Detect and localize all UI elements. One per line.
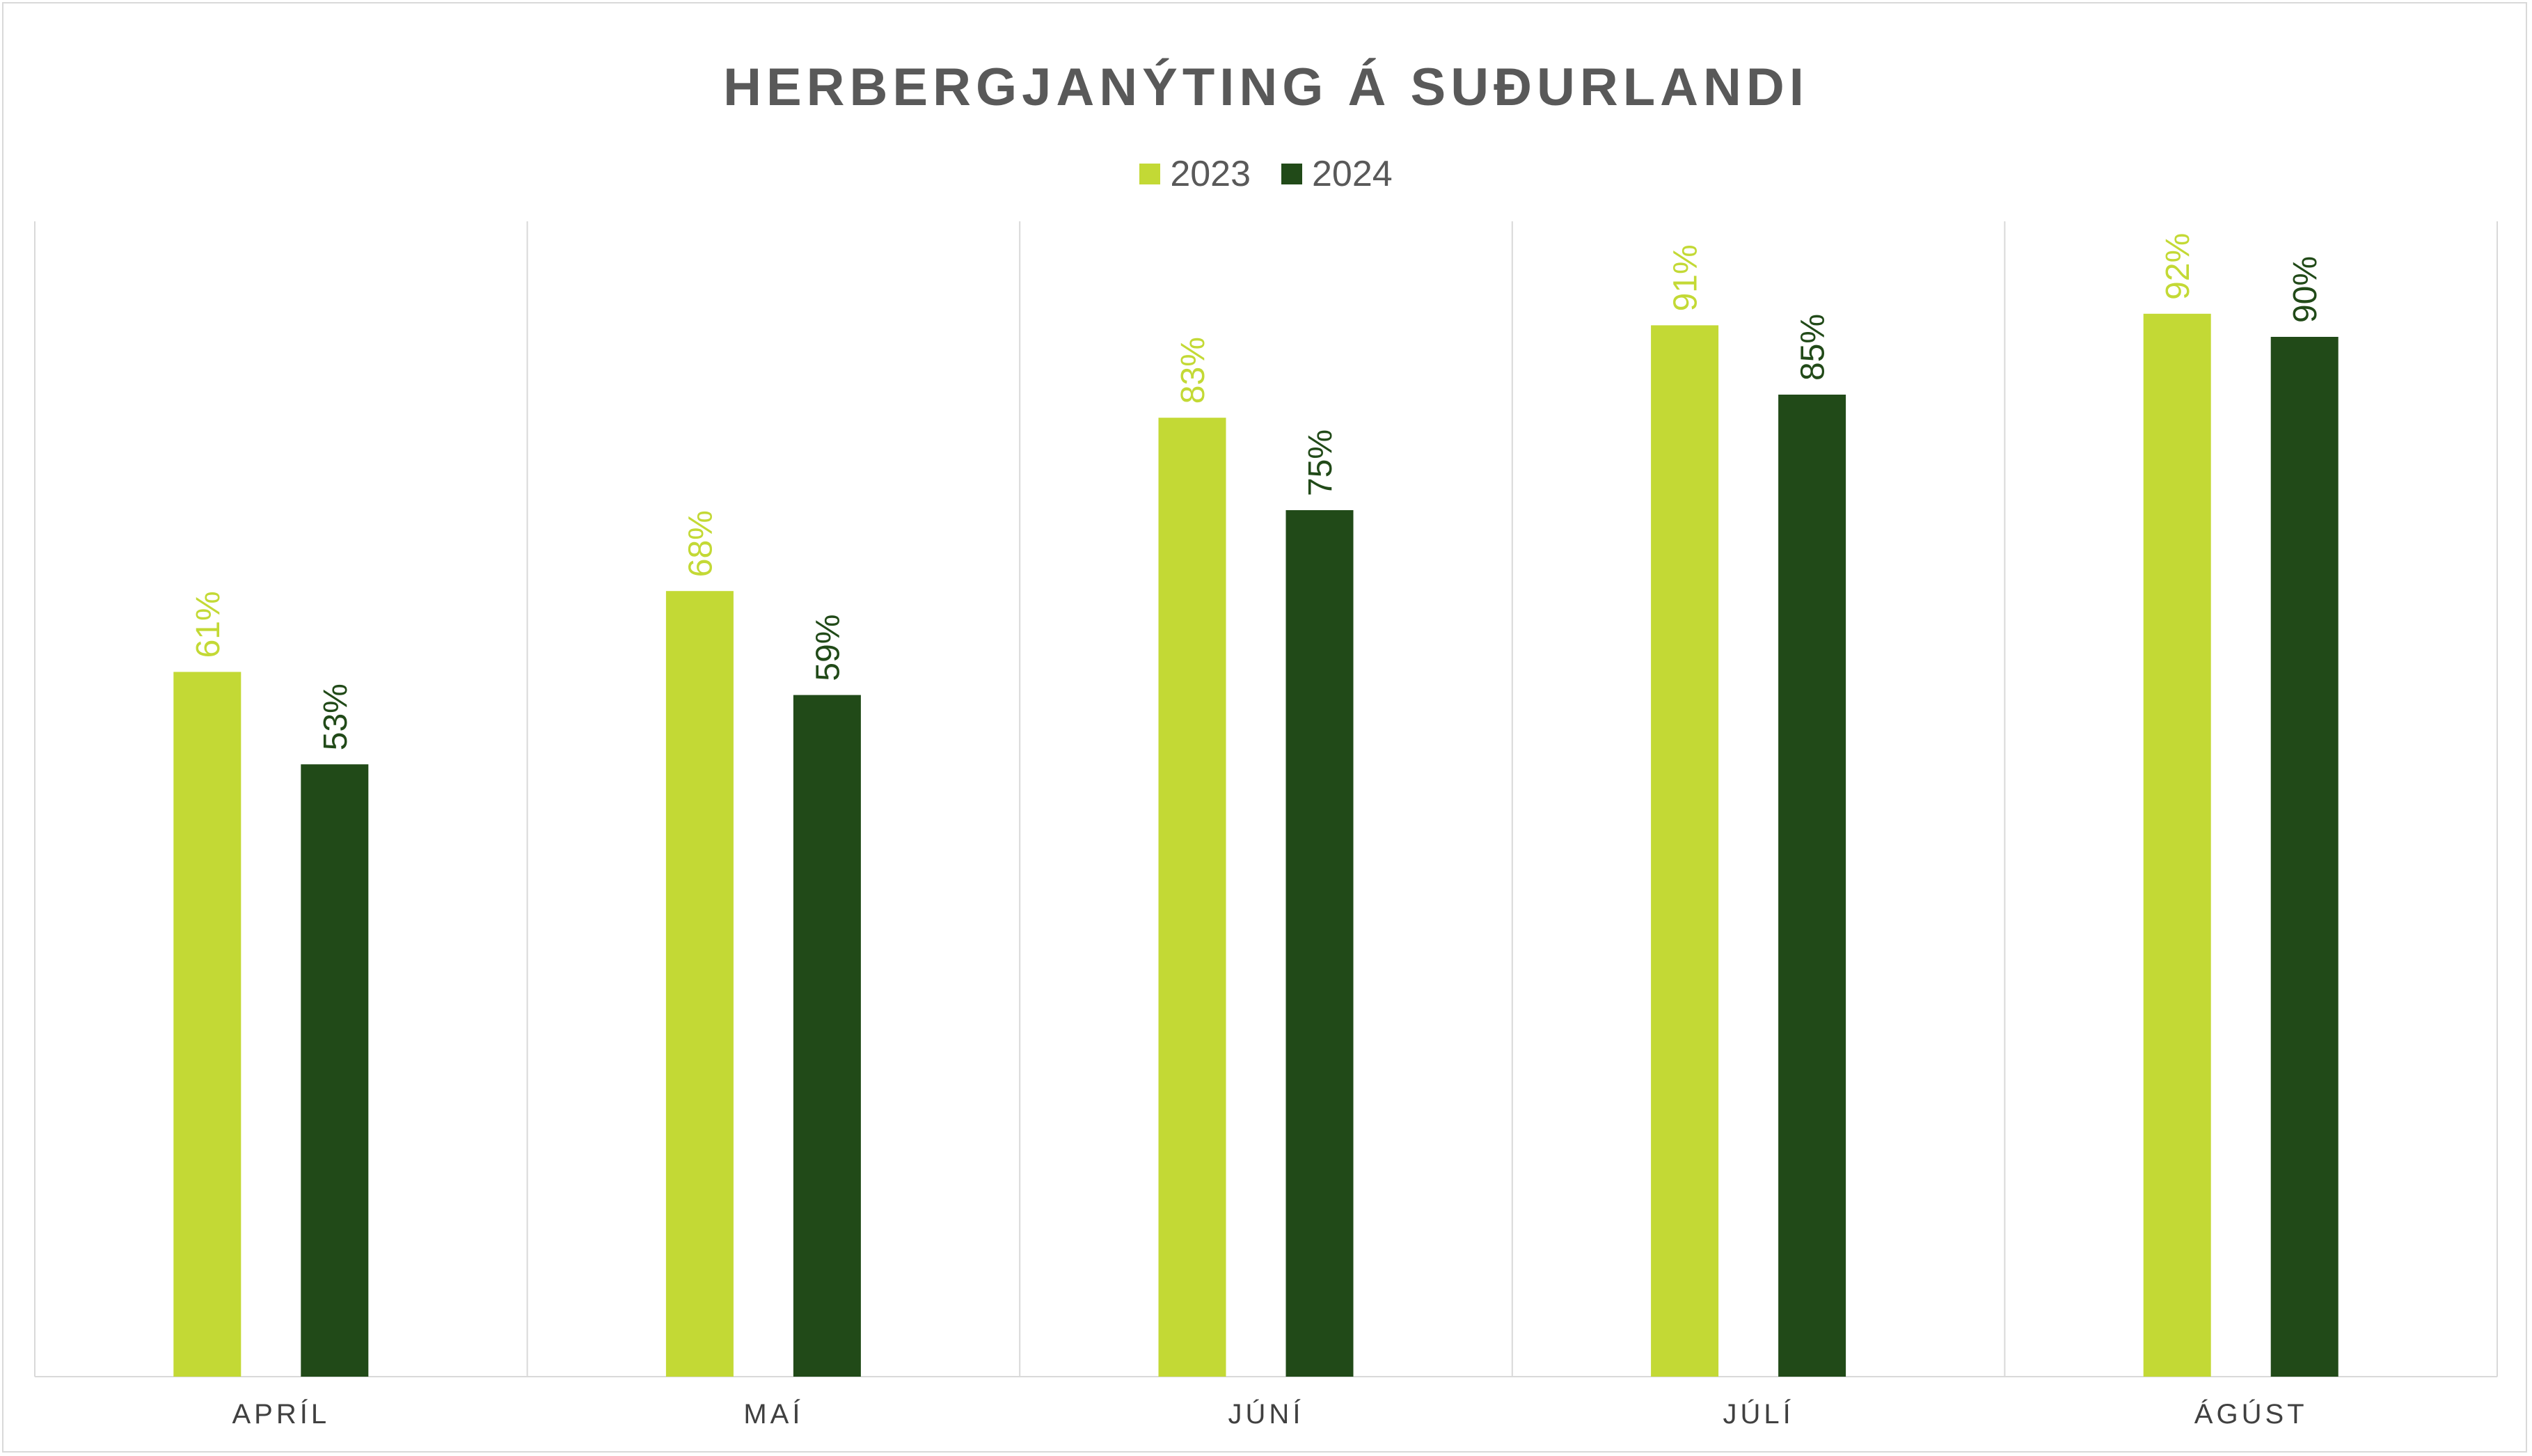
legend-label-2024: 2024	[1312, 154, 1393, 194]
bar-2023	[2143, 313, 2211, 1377]
data-label: 90%	[2287, 256, 2324, 323]
data-label: 85%	[1795, 314, 1832, 381]
data-label: 75%	[1302, 429, 1339, 496]
data-label: 91%	[1668, 244, 1704, 311]
legend-swatch-2023	[1139, 164, 1161, 184]
bar-2024	[1285, 510, 1354, 1377]
legend-item-2023: 2023	[1139, 153, 1251, 195]
bar-2024	[301, 764, 369, 1377]
category-label: APRÍL	[232, 1398, 330, 1430]
legend-item-2024: 2024	[1281, 153, 1393, 195]
data-label: 83%	[1175, 337, 1212, 404]
category-label: MAÍ	[743, 1398, 803, 1430]
chart-legend: 2023 2024	[0, 153, 2532, 195]
category-label: ÁGÚST	[2194, 1398, 2308, 1430]
category-label: JÚLÍ	[1723, 1398, 1794, 1430]
data-label: 92%	[2160, 233, 2197, 300]
category-label: JÚNÍ	[1228, 1398, 1304, 1430]
data-label: 61%	[190, 591, 227, 658]
bar-2024	[2270, 337, 2339, 1377]
legend-label-2023: 2023	[1170, 154, 1251, 194]
legend-swatch-2024	[1281, 164, 1302, 184]
bar-2024	[1778, 395, 1846, 1377]
data-label: 53%	[317, 683, 354, 750]
data-label: 59%	[809, 615, 846, 681]
data-label: 68%	[682, 510, 719, 577]
bar-2023	[1651, 325, 1719, 1377]
bar-2023	[1158, 418, 1226, 1377]
chart-title: HERBERGJANÝTING Á SUÐURLANDI	[723, 58, 1809, 117]
bar-2024	[793, 695, 861, 1377]
bar-2023	[173, 672, 242, 1377]
bar-2023	[665, 591, 734, 1377]
